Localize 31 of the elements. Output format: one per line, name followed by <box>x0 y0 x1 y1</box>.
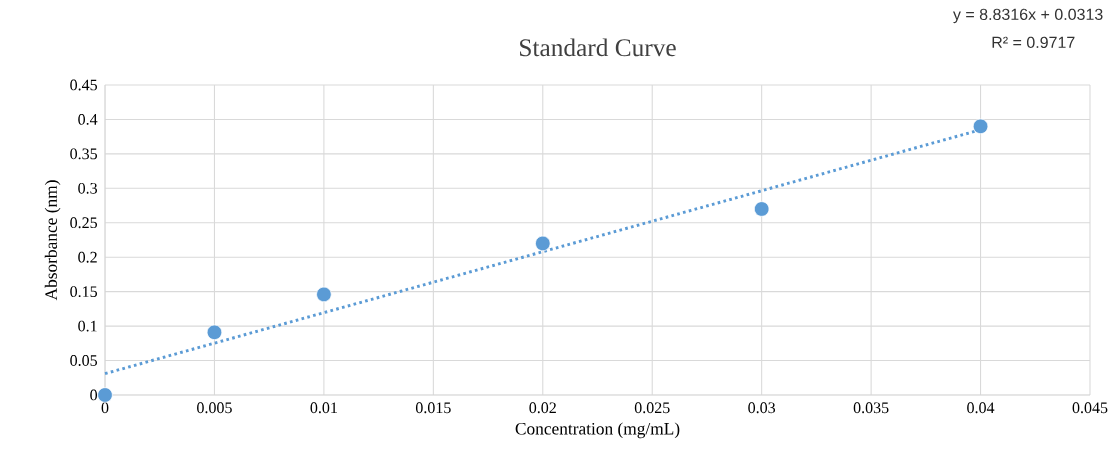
point <box>97 387 113 403</box>
y-tick-label: 0.3 <box>78 182 98 194</box>
point <box>206 324 223 341</box>
y-tick-label: 0 <box>90 389 98 401</box>
chart-title: Standard Curve <box>520 38 676 57</box>
x-tick-label: 0.005 <box>197 402 232 414</box>
y-tick-label: 0.45 <box>70 79 98 91</box>
x-tick-label: 0.01 <box>310 402 337 414</box>
x-tick-label: 0.03 <box>748 402 776 414</box>
x-tick-label: 0.025 <box>634 402 670 414</box>
x-tick-label: 0.02 <box>529 402 556 414</box>
y-tick-label: 0.05 <box>70 355 98 366</box>
x-tick-label: 0.04 <box>967 402 995 414</box>
y-axis-title: Absorbance (nm) <box>44 180 61 301</box>
y-tick-label: 0.15 <box>70 286 98 298</box>
x-tick-label: 0.045 <box>1072 402 1108 414</box>
y-tick-label: 0.2 <box>78 251 97 263</box>
point <box>972 118 989 135</box>
y-tick-label: 0.1 <box>78 320 97 332</box>
y-tick-label: 0.35 <box>70 148 98 160</box>
text: y = 8.8316x + 0.0313 <box>952 8 1103 24</box>
point <box>535 235 551 252</box>
x-tick-label: 0.035 <box>853 402 889 414</box>
x-tick-label: 0.015 <box>415 402 451 414</box>
text: R² = 0.9717 <box>992 36 1075 49</box>
y-tick-label: 0.4 <box>78 114 98 125</box>
x-axis-title: Concentration (mg/mL) <box>515 422 680 439</box>
y-tick-label: 0.25 <box>70 217 98 229</box>
point <box>753 201 770 217</box>
x-tick-label: 0 <box>101 402 109 414</box>
point <box>316 286 332 303</box>
